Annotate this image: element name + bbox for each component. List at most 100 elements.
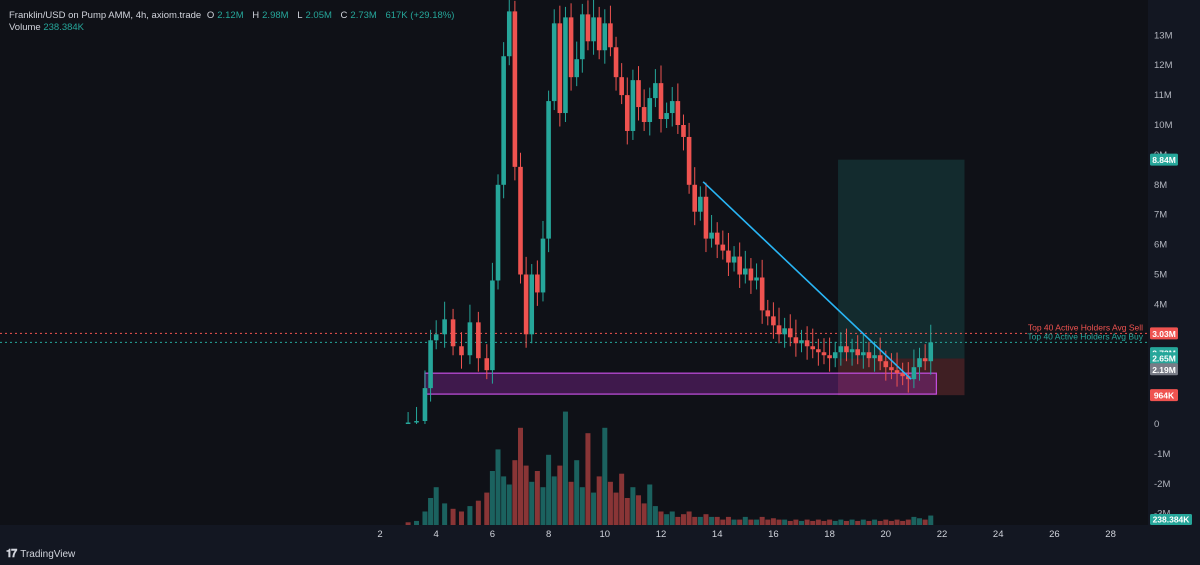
candle-body[interactable] (698, 196, 703, 212)
candle-body[interactable] (720, 244, 726, 251)
candle-body[interactable] (821, 352, 827, 356)
candle-body[interactable] (748, 268, 754, 281)
candle-body[interactable] (765, 310, 771, 317)
candle-body[interactable] (889, 367, 894, 371)
candle-body[interactable] (414, 421, 419, 423)
candle-body[interactable] (619, 77, 624, 96)
candle-body[interactable] (905, 376, 911, 380)
candle-body[interactable] (535, 274, 540, 293)
candle-body[interactable] (669, 101, 675, 114)
candle-body[interactable] (855, 349, 860, 356)
candle-body[interactable] (529, 274, 535, 335)
candle-body[interactable] (709, 232, 714, 239)
candle-body[interactable] (911, 367, 917, 380)
candle-body[interactable] (512, 11, 518, 167)
candle-body[interactable] (782, 328, 787, 335)
candle-body[interactable] (743, 268, 748, 275)
candle-body[interactable] (636, 80, 641, 108)
candle-body[interactable] (563, 17, 568, 114)
candle-body[interactable] (613, 47, 619, 78)
candle-body[interactable] (433, 334, 439, 341)
candle-body[interactable] (737, 256, 742, 275)
candle-body[interactable] (501, 56, 506, 185)
candle-body[interactable] (442, 319, 447, 335)
candle-body[interactable] (484, 358, 490, 371)
candle-body[interactable] (490, 280, 495, 371)
position-stop-zone[interactable] (838, 358, 965, 396)
candle-body[interactable] (450, 319, 456, 347)
candle-body[interactable] (686, 136, 692, 185)
candle-body[interactable] (827, 355, 832, 359)
candle-body[interactable] (754, 277, 759, 281)
stop-price-badge-bg[interactable] (1150, 389, 1178, 402)
candle-body[interactable] (585, 14, 591, 42)
candle-body[interactable] (714, 232, 720, 245)
candle-body[interactable] (759, 277, 765, 311)
candle-body[interactable] (838, 346, 844, 353)
candle-body[interactable] (771, 316, 776, 326)
candle-body[interactable] (467, 322, 473, 356)
candle-body[interactable] (894, 370, 900, 374)
candle-body[interactable] (574, 59, 579, 78)
candle-body[interactable] (872, 355, 877, 359)
volume-label[interactable]: Volume (9, 22, 41, 33)
candle-body[interactable] (900, 373, 905, 377)
candle-body[interactable] (675, 101, 681, 125)
candle-body[interactable] (832, 352, 838, 359)
candle-body[interactable] (557, 23, 563, 114)
candle-body[interactable] (917, 358, 922, 368)
time-axis[interactable] (0, 525, 1200, 565)
candle-body[interactable] (849, 349, 855, 353)
candle-body[interactable] (459, 346, 464, 356)
price-axis[interactable] (1148, 0, 1200, 525)
candle-body[interactable] (703, 196, 709, 239)
candle-body[interactable] (495, 184, 501, 281)
candle-body[interactable] (793, 337, 799, 344)
candle-body[interactable] (658, 83, 664, 120)
candle-body[interactable] (580, 14, 585, 60)
candle-body[interactable] (816, 349, 821, 353)
candle-body[interactable] (664, 113, 669, 120)
volume-badge-bg[interactable] (1150, 514, 1192, 525)
tradingview-attribution[interactable]: 𝟏𝟕 TradingView (6, 548, 75, 561)
candle-body[interactable] (804, 340, 810, 347)
candle-body[interactable] (630, 80, 636, 131)
demand-zone-box[interactable] (424, 372, 937, 395)
candle-body[interactable] (681, 125, 686, 137)
entry-price-badge-bg[interactable] (1150, 363, 1178, 376)
candle-body[interactable] (861, 352, 866, 356)
candle-body[interactable] (799, 340, 804, 344)
candle-body[interactable] (776, 325, 782, 335)
candle-body[interactable] (641, 107, 647, 123)
candle-body[interactable] (653, 83, 658, 99)
candle-body[interactable] (866, 352, 872, 359)
candle-body[interactable] (596, 17, 602, 51)
candle-body[interactable] (568, 17, 574, 78)
candle-body[interactable] (405, 422, 411, 424)
trendline[interactable] (702, 181, 912, 380)
candle-body[interactable] (591, 17, 596, 42)
candle-body[interactable] (883, 361, 889, 368)
candle-body[interactable] (844, 346, 849, 353)
candle-body[interactable] (518, 166, 523, 275)
candle-body[interactable] (624, 95, 630, 131)
candle-body[interactable] (928, 342, 934, 362)
candle-body[interactable] (692, 184, 698, 212)
candle-body[interactable] (787, 328, 793, 338)
candle-body[interactable] (551, 23, 557, 102)
candle-body[interactable] (476, 322, 481, 359)
candle-body[interactable] (647, 98, 653, 123)
candle-body[interactable] (731, 256, 737, 263)
candle-body[interactable] (810, 346, 816, 350)
plot-area[interactable] (0, 0, 1148, 525)
sell-price-badge-bg[interactable] (1150, 327, 1178, 340)
candle-body[interactable] (428, 340, 433, 389)
candle-body[interactable] (523, 274, 529, 335)
candle-body[interactable] (726, 250, 731, 263)
candle-body[interactable] (540, 238, 546, 293)
close-price-badge-bg[interactable] (1150, 352, 1178, 365)
candle-body[interactable] (506, 11, 512, 57)
candle-body[interactable] (422, 388, 428, 422)
candle-body[interactable] (546, 101, 551, 239)
